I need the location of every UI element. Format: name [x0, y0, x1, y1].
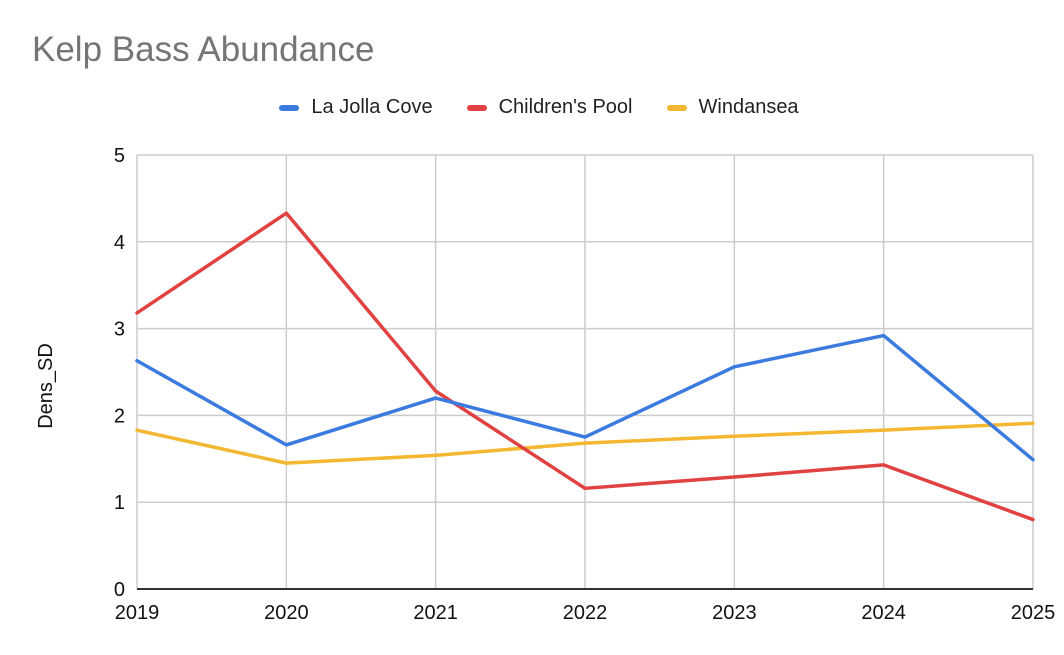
- legend-label-windansea: Windansea: [698, 96, 799, 118]
- x-tick-label: 2024: [861, 602, 906, 624]
- legend-item-windansea[interactable]: Windansea: [666, 96, 799, 119]
- y-tick-label: 4: [114, 232, 125, 254]
- series-line-windansea: [135, 421, 1035, 465]
- legend-swatch-la-jolla-cove: [279, 104, 300, 111]
- legend-label-childrens-pool: Children's Pool: [498, 96, 633, 118]
- series-line-children-s-pool: [135, 211, 1035, 522]
- y-axis-label: Dens_SD: [35, 343, 57, 429]
- series-line-la-jolla-cove: [135, 333, 1035, 462]
- x-tick-label: 2022: [563, 602, 608, 624]
- x-tick-label: 2025: [1011, 602, 1056, 624]
- y-tick-label: 1: [114, 492, 125, 514]
- legend-item-la-jolla-cove[interactable]: La Jolla Cove: [279, 96, 433, 119]
- y-tick-label: 2: [114, 405, 125, 427]
- y-tick-label: 3: [114, 319, 125, 341]
- x-tick-label: 2023: [712, 602, 757, 624]
- chart-legend: La Jolla Cove Children's Pool Windansea: [0, 96, 1064, 119]
- y-tick-label: 0: [114, 579, 125, 601]
- x-tick-label: 2019: [115, 602, 160, 624]
- legend-item-childrens-pool[interactable]: Children's Pool: [466, 96, 633, 119]
- chart-title: Kelp Bass Abundance: [32, 30, 375, 69]
- x-tick-label: 2020: [264, 602, 309, 624]
- x-tick-label: 2021: [413, 602, 458, 624]
- y-tick-label: 5: [114, 145, 125, 167]
- legend-label-la-jolla-cove: La Jolla Cove: [311, 96, 433, 118]
- legend-swatch-windansea: [666, 104, 687, 111]
- legend-swatch-childrens-pool: [466, 104, 487, 111]
